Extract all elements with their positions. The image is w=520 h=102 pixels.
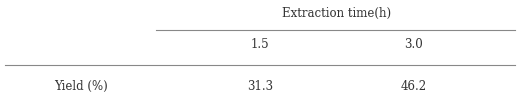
Text: Extraction time(h): Extraction time(h) (282, 7, 391, 20)
Text: 31.3: 31.3 (247, 80, 273, 93)
Text: 46.2: 46.2 (400, 80, 426, 93)
Text: Yield (%): Yield (%) (54, 80, 108, 93)
Text: 3.0: 3.0 (404, 38, 423, 51)
Text: 1.5: 1.5 (251, 38, 269, 51)
